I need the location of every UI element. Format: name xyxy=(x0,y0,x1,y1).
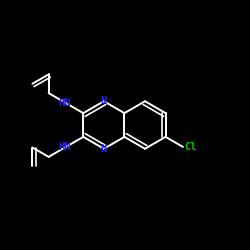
Text: N: N xyxy=(101,144,107,154)
Text: N: N xyxy=(101,96,107,106)
Text: Cl: Cl xyxy=(185,142,197,152)
Text: HN: HN xyxy=(59,98,71,108)
Text: HN: HN xyxy=(59,142,71,152)
